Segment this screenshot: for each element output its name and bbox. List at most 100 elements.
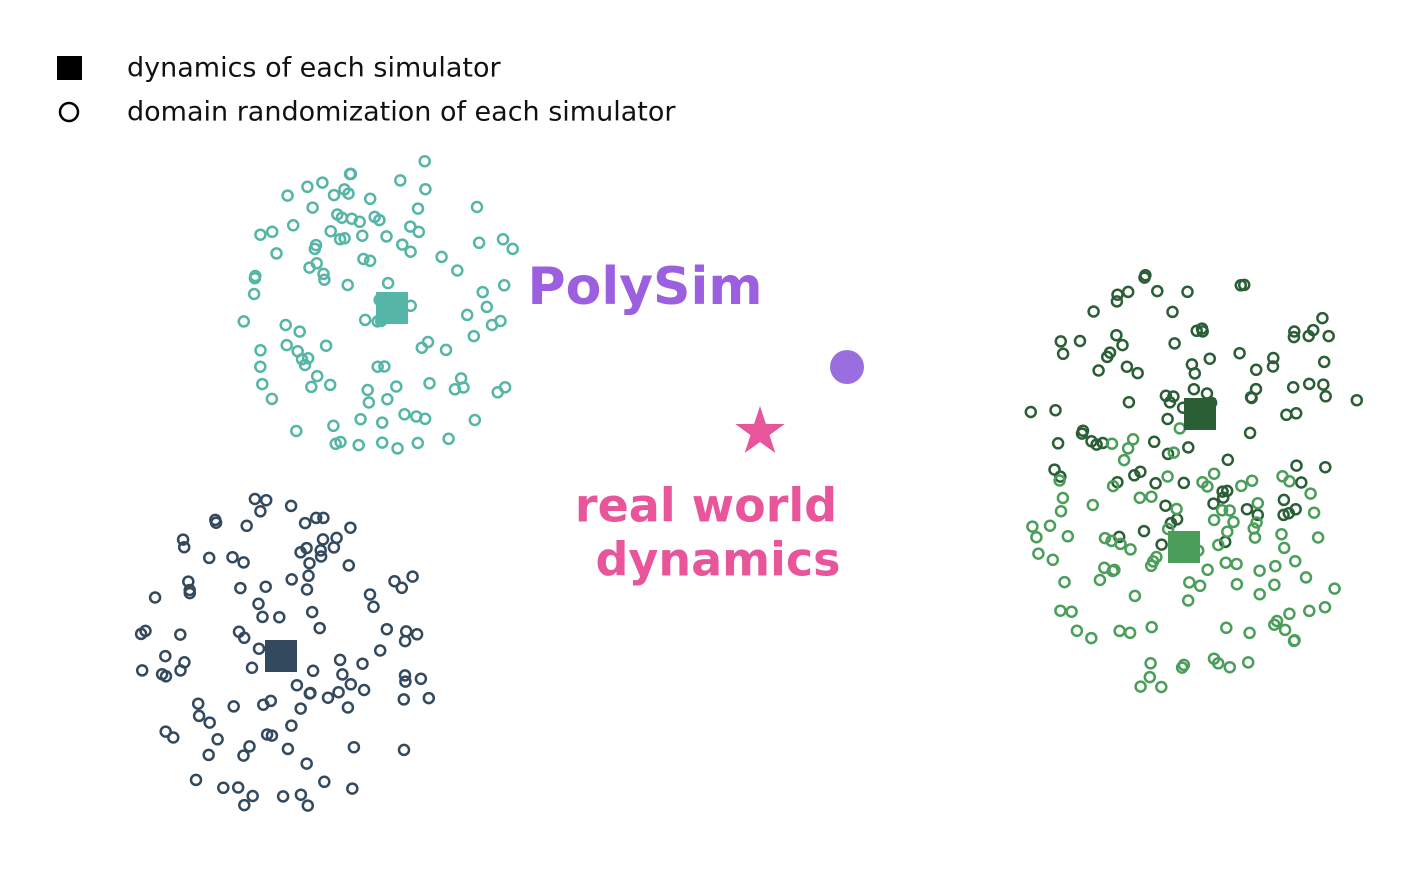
randomization-circle bbox=[1032, 547, 1045, 560]
randomization-circle bbox=[1054, 604, 1067, 617]
randomization-circle bbox=[1051, 437, 1065, 450]
randomization-circle bbox=[1233, 346, 1246, 360]
randomization-circle bbox=[177, 540, 191, 554]
randomization-circle bbox=[159, 649, 172, 663]
randomization-circle bbox=[1302, 329, 1315, 343]
randomization-circle bbox=[303, 556, 316, 570]
randomization-circle bbox=[1183, 576, 1196, 589]
randomization-circle bbox=[439, 343, 453, 357]
randomization-circle bbox=[1139, 268, 1152, 282]
randomization-circle bbox=[314, 550, 328, 563]
randomization-circle bbox=[318, 775, 331, 789]
real-world-label: real world bbox=[575, 479, 837, 533]
randomization-circle bbox=[367, 600, 380, 614]
randomization-circle bbox=[361, 383, 374, 397]
randomization-circle bbox=[281, 189, 294, 202]
randomization-circle bbox=[1243, 426, 1257, 440]
randomization-circle bbox=[395, 581, 409, 595]
randomization-circle bbox=[318, 273, 331, 286]
randomization-circle bbox=[1287, 330, 1301, 344]
randomization-circle bbox=[285, 573, 298, 586]
randomization-circle bbox=[344, 167, 358, 181]
randomization-circle bbox=[265, 225, 279, 239]
randomization-circle bbox=[1054, 504, 1068, 518]
randomization-circle bbox=[1187, 382, 1201, 396]
randomization-circle bbox=[1211, 657, 1225, 670]
randomization-circle bbox=[476, 285, 489, 299]
randomization-circle bbox=[1288, 554, 1302, 568]
randomization-circle bbox=[1201, 563, 1214, 577]
randomization-circle bbox=[301, 351, 315, 365]
randomization-circle bbox=[1243, 626, 1256, 640]
randomization-circle bbox=[246, 789, 259, 803]
randomization-circle bbox=[167, 731, 180, 744]
randomization-circle bbox=[1133, 491, 1147, 505]
randomization-circle bbox=[1117, 453, 1131, 467]
randomization-circle bbox=[418, 412, 432, 426]
randomization-circle bbox=[1075, 427, 1089, 440]
randomization-circle bbox=[273, 610, 286, 624]
randomization-circle bbox=[414, 672, 428, 686]
randomization-circle bbox=[1173, 422, 1187, 435]
randomization-circle bbox=[1219, 556, 1233, 569]
randomization-circle bbox=[265, 392, 279, 406]
randomization-circle bbox=[1223, 660, 1237, 674]
randomization-circle bbox=[406, 570, 419, 583]
randomization-circle bbox=[294, 788, 308, 801]
randomization-circle bbox=[442, 432, 455, 446]
randomization-circle bbox=[1251, 496, 1265, 510]
randomization-circle bbox=[254, 360, 267, 373]
randomization-circle bbox=[1111, 288, 1124, 301]
randomization-circle bbox=[1220, 484, 1234, 498]
randomization-circle bbox=[1303, 604, 1316, 618]
randomization-circle bbox=[252, 642, 266, 655]
randomization-circle bbox=[1253, 564, 1266, 577]
legend-label: domain randomization of each simulator bbox=[127, 97, 676, 128]
randomization-circle bbox=[354, 412, 367, 426]
randomization-circle bbox=[317, 511, 330, 525]
randomization-circle bbox=[1113, 624, 1126, 638]
randomization-circle bbox=[1143, 670, 1157, 684]
randomization-circle bbox=[371, 360, 384, 373]
randomization-circle bbox=[1268, 578, 1281, 592]
randomization-circle bbox=[1087, 305, 1100, 318]
randomization-circle bbox=[209, 513, 222, 527]
randomization-circle bbox=[232, 625, 246, 639]
randomization-circle bbox=[1073, 334, 1087, 348]
legend-square bbox=[57, 56, 82, 80]
randomization-circle bbox=[1278, 623, 1292, 637]
randomization-circle bbox=[397, 693, 411, 706]
randomization-circle bbox=[1163, 396, 1177, 409]
randomization-circle bbox=[1030, 530, 1043, 544]
randomization-circle bbox=[1207, 467, 1221, 480]
randomization-circle bbox=[480, 300, 494, 314]
randomization-circle bbox=[304, 686, 317, 700]
randomization-circle bbox=[317, 267, 330, 281]
randomization-circle bbox=[1253, 587, 1266, 601]
randomization-circle bbox=[1270, 614, 1284, 628]
randomization-circle bbox=[494, 314, 507, 328]
randomization-circle bbox=[388, 574, 401, 588]
randomization-circle bbox=[1145, 620, 1158, 634]
randomization-circle bbox=[380, 622, 394, 636]
randomization-circle bbox=[451, 264, 464, 277]
randomization-circle bbox=[1168, 337, 1181, 350]
randomization-circle bbox=[1230, 577, 1244, 591]
randomization-circle bbox=[256, 377, 269, 391]
randomization-circle bbox=[174, 628, 187, 641]
randomization-circle bbox=[309, 238, 323, 252]
randomization-circle bbox=[270, 247, 283, 260]
randomization-circle bbox=[1056, 347, 1070, 361]
randomization-circle bbox=[1207, 497, 1220, 510]
randomization-circle bbox=[134, 627, 148, 641]
randomization-circle bbox=[381, 276, 395, 290]
randomization-circle bbox=[298, 358, 312, 372]
randomization-circle bbox=[279, 318, 292, 332]
randomization-circle bbox=[309, 511, 323, 525]
randomization-circle bbox=[1065, 605, 1078, 618]
randomization-circle bbox=[357, 683, 371, 697]
randomization-circle bbox=[1167, 446, 1181, 459]
randomization-circle bbox=[259, 580, 272, 593]
randomization-circle bbox=[1155, 680, 1168, 694]
randomization-circle bbox=[1108, 563, 1121, 577]
